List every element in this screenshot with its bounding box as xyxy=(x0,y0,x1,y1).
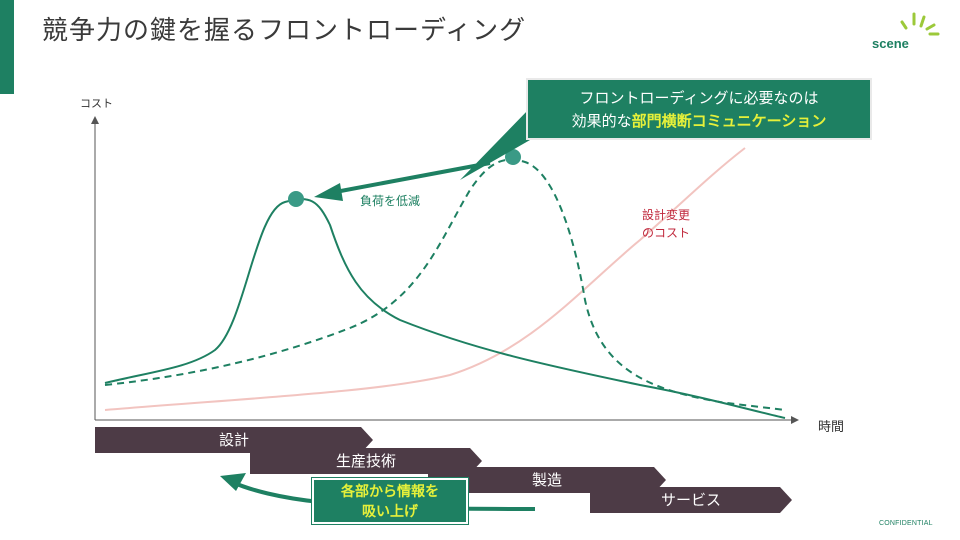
x-axis-label: 時間 xyxy=(818,420,845,435)
absorb-info-box: 各部から情報を 吸い上げ xyxy=(312,478,468,524)
callout-box: フロントローディングに必要なのは 効果的な部門横断コミュニケーション xyxy=(526,78,872,140)
conventional-curve xyxy=(104,158,786,411)
callout-line2-highlight: 部門横断コミュニケーション xyxy=(631,112,827,130)
phase-service: サービス xyxy=(590,487,792,513)
load-shift-arrow-head xyxy=(314,183,343,201)
logo-text: scene xyxy=(872,36,909,51)
front-loaded-curve xyxy=(104,198,786,419)
reduce-load-label: 負荷を低減 xyxy=(360,194,421,208)
absorb-line2: 吸い上げ xyxy=(362,504,418,520)
conventional-peak-marker xyxy=(505,149,521,165)
load-shift-arrow xyxy=(329,161,491,195)
absorb-arrow-head xyxy=(220,473,246,491)
change-cost-curve xyxy=(104,147,746,411)
change-cost-line2: のコスト xyxy=(641,226,690,240)
scene-logo-icon xyxy=(900,12,940,36)
callout-pointer xyxy=(460,108,530,180)
front-loaded-peak-marker xyxy=(288,191,304,207)
change-cost-line1: 設計変更 xyxy=(641,208,690,222)
confidential-label: CONFIDENTIAL xyxy=(879,520,933,527)
y-axis-label: コスト xyxy=(80,97,113,110)
callout-line2-prefix: 効果的な xyxy=(571,112,632,130)
change-cost-label: 設計変更 のコスト xyxy=(626,206,706,242)
absorb-line1: 各部から情報を xyxy=(341,484,439,500)
callout-line2: 効果的な部門横断コミュニケーション xyxy=(528,110,870,133)
page-title: 競争力の鍵を握るフロントローディング xyxy=(42,16,527,46)
title-accent-bar xyxy=(0,0,14,94)
callout-line1: フロントローディングに必要なのは xyxy=(579,89,819,107)
